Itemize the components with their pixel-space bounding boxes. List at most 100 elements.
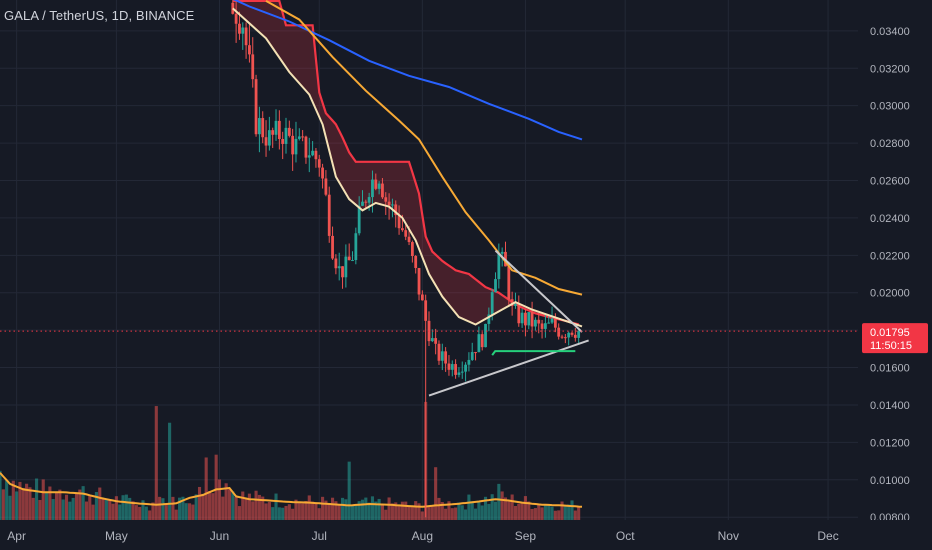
volume-bar bbox=[454, 507, 458, 520]
volume-bar bbox=[138, 506, 142, 520]
volume-bar bbox=[530, 508, 534, 520]
volume-bar bbox=[207, 491, 212, 520]
volume-bar bbox=[271, 507, 275, 520]
volume-bar bbox=[114, 496, 118, 520]
candle-body bbox=[384, 197, 388, 202]
volume-bar bbox=[204, 457, 208, 520]
volume-bar bbox=[5, 480, 9, 520]
volume-bar bbox=[277, 507, 281, 520]
volume-bar bbox=[417, 503, 421, 520]
volume-bar bbox=[477, 502, 481, 520]
price-tick-label: 0.01400 bbox=[870, 400, 910, 412]
volume-bar bbox=[274, 493, 278, 520]
time-axis[interactable]: Apr May Jun Jul Aug Sep Oct Nov Dec bbox=[0, 520, 932, 550]
candle-body bbox=[560, 336, 564, 338]
volume-bar bbox=[321, 496, 325, 520]
volume-bar bbox=[74, 492, 79, 520]
volume-bar bbox=[374, 501, 378, 520]
candle-body bbox=[261, 118, 265, 138]
candle-body bbox=[357, 205, 361, 234]
volume-bar bbox=[41, 479, 45, 520]
volume-bar bbox=[500, 491, 504, 520]
month-tick-label: May bbox=[105, 529, 128, 543]
price-tick-label: 0.03000 bbox=[870, 101, 910, 113]
price-badge-value: 0.01795 bbox=[870, 327, 910, 339]
candle-body bbox=[444, 351, 448, 364]
candle-body bbox=[553, 318, 557, 328]
volume-bar bbox=[134, 505, 138, 520]
trendline-drawings[interactable] bbox=[428, 249, 589, 397]
volume-bar bbox=[201, 493, 205, 520]
volume-bar bbox=[211, 493, 215, 520]
volume-bar bbox=[217, 479, 222, 520]
candle-body bbox=[410, 242, 414, 257]
volume-bar bbox=[35, 478, 39, 520]
moving-averages bbox=[232, 0, 583, 328]
candle-body bbox=[307, 155, 311, 158]
support-line bbox=[491, 350, 576, 356]
candle-body bbox=[400, 228, 404, 231]
volume-bar bbox=[111, 503, 115, 520]
candle-body bbox=[374, 179, 378, 189]
symbol-title[interactable]: GALA / TetherUS, 1D, BINANCE bbox=[4, 8, 195, 23]
volume-bar bbox=[427, 507, 431, 520]
volume-bar bbox=[480, 505, 484, 520]
volume-bar bbox=[437, 497, 441, 520]
candle-body bbox=[447, 363, 451, 370]
volume-bar bbox=[281, 507, 285, 520]
volume-bar bbox=[0, 470, 2, 520]
volume-bar bbox=[118, 504, 122, 520]
volume-bar bbox=[414, 501, 418, 520]
candle-body bbox=[281, 138, 285, 144]
volume-bar bbox=[497, 483, 501, 520]
candle-body bbox=[311, 150, 315, 156]
candle-body bbox=[267, 130, 271, 146]
volume-bar bbox=[447, 501, 451, 520]
volume-bar bbox=[241, 491, 245, 520]
candle-body bbox=[287, 127, 291, 136]
candle-body bbox=[354, 233, 358, 261]
volume-bar bbox=[94, 492, 98, 520]
price-badge-countdown: 11:50:15 bbox=[870, 340, 912, 352]
candle-body bbox=[464, 364, 467, 372]
volume-bar bbox=[221, 496, 225, 520]
volume-bar bbox=[51, 499, 55, 520]
candle-body bbox=[334, 258, 338, 269]
volume-bar bbox=[171, 496, 175, 520]
volume-bar bbox=[104, 499, 108, 520]
candle-body bbox=[557, 327, 561, 337]
candle-body bbox=[510, 299, 514, 306]
candle-body bbox=[490, 292, 494, 315]
volume-bar bbox=[347, 461, 351, 520]
candle-body bbox=[344, 256, 348, 278]
candle-body bbox=[534, 319, 537, 327]
candle-body bbox=[364, 201, 368, 203]
candle-body bbox=[487, 314, 491, 324]
candle-body bbox=[430, 338, 434, 342]
volume-bar bbox=[128, 497, 132, 520]
volume-bar bbox=[237, 506, 241, 520]
volume-bar bbox=[15, 491, 19, 520]
price-badge-background bbox=[862, 323, 928, 354]
volume-bar bbox=[394, 502, 398, 520]
candle-body bbox=[314, 150, 318, 160]
candle-body bbox=[331, 235, 334, 259]
volume-bar bbox=[257, 494, 261, 520]
volume-bar bbox=[457, 502, 461, 520]
candle-body bbox=[470, 352, 474, 360]
volume-bar bbox=[108, 499, 112, 520]
volume-bar bbox=[490, 494, 494, 520]
candle-body bbox=[420, 294, 424, 301]
candle-body bbox=[514, 304, 517, 306]
candle-body bbox=[460, 371, 464, 373]
candle-body bbox=[248, 45, 251, 55]
volume-bar bbox=[227, 489, 232, 520]
volume-bar bbox=[121, 495, 125, 520]
candle-body bbox=[277, 120, 281, 139]
candle-body bbox=[527, 312, 531, 326]
price-axis[interactable]: 0.03400 0.03200 0.03000 0.02800 0.02600 0.024… bbox=[858, 0, 932, 550]
volume-bar bbox=[154, 406, 158, 520]
volume-bar bbox=[188, 503, 192, 520]
volume-bar bbox=[88, 495, 92, 520]
